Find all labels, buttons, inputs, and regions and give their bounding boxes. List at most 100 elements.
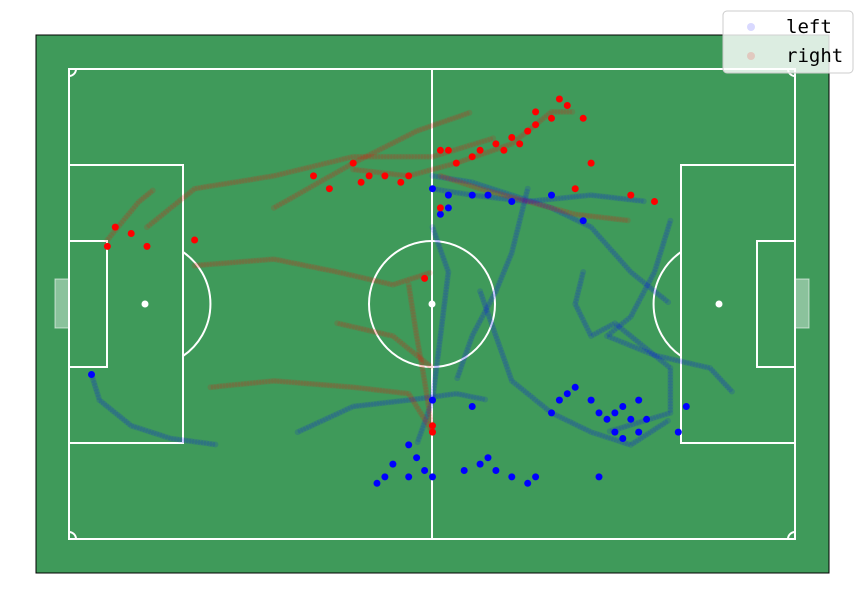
left-track-dot [618,321,625,328]
right-track-dot [300,380,307,387]
right-track-dot [381,144,388,151]
right-track-dot [405,153,412,160]
left-track-dot [443,286,450,293]
left-track-dot [518,197,525,204]
left-track-dot [653,414,659,421]
left-track-dot [429,172,436,179]
right-track-dot [218,181,224,188]
right-track-dot [545,204,552,211]
right-track-dot [401,342,408,349]
left-track-dot [652,425,659,432]
left-track-dot [435,186,442,193]
left-track-dot [542,203,549,210]
left-point [524,479,532,487]
right-track-dot [481,138,488,144]
right-track-dot [354,324,361,331]
right-track-dot [229,179,236,186]
right-track-dot [619,216,625,223]
right-track-dot [149,187,156,194]
left-track-dot [647,276,654,283]
left-track-dot [478,314,485,321]
left-track-dot [443,280,450,287]
left-track-dot [599,193,606,200]
left-track-dot [667,400,674,407]
left-track-dot [630,440,637,447]
left-track-dot [473,325,480,332]
right-track-dot [376,387,383,394]
left-track-2 [429,172,672,306]
right-track-dot [200,184,207,191]
left-track-dot [481,309,488,316]
left-track-dot [632,420,639,427]
left-track-dot [461,392,468,399]
right-track-dot [326,159,333,166]
left-track-dot [637,346,644,353]
right-track-dot [417,356,424,363]
left-track-dot [435,241,442,247]
left-point [444,204,452,212]
left-track-dot [572,301,579,307]
left-track-dot [658,246,665,253]
right-track-dot [209,261,216,268]
right-track-dot [486,148,493,155]
left-track-dot [553,412,560,419]
right-track-dot [240,380,247,387]
right-track-dot [413,330,420,336]
left-track-dot [624,441,631,447]
left-track-dot [191,438,198,445]
left-track-dot [701,363,708,370]
right-track-dot [356,153,363,160]
right-track-dot [508,140,515,147]
left-track-dot [431,382,438,389]
left-track-dot [311,421,318,428]
right-track-dot [132,203,139,210]
right-track-dot [424,124,431,131]
right-track-dot [416,127,423,134]
right-track-dot [420,168,427,175]
right-track-dot [566,108,573,115]
right-track-dot [194,262,201,269]
right-track-dot [203,183,210,190]
right-track-dot [407,293,414,300]
right-track-dot [607,215,614,222]
left-point [682,403,690,410]
left-track-dot [445,269,452,275]
right-track-dot [344,383,351,390]
left-track-dot [648,274,655,281]
right-point [532,108,540,116]
left-track-dot [503,263,510,270]
right-track-dot [262,174,269,181]
left-track-dot [585,192,592,199]
right-track-dot [406,284,413,291]
right-track-dot [426,408,433,414]
right-track-dot [554,206,561,213]
left-track-dot [600,237,606,244]
right-track-dot [423,392,430,399]
left-track-dot [197,439,204,446]
left-track-dot [463,178,470,185]
left-track-dot [402,397,409,404]
left-point [476,460,484,468]
right-track-dot [415,406,422,412]
right-track-dot [422,380,428,387]
right-track-dot [294,167,301,174]
right-point [191,236,199,244]
left-track-dot [638,292,645,299]
right-track-dot [259,257,266,264]
left-track-dot [436,338,443,345]
right-point [524,127,532,135]
right-track-dot [255,379,262,386]
right-track-dot [155,214,162,221]
left-track-dot [648,285,655,292]
right-track-dot [337,269,344,276]
left-track-dot [602,239,608,246]
right-track-dot [265,256,271,263]
right-track-dot [363,275,370,282]
left-track-dot [515,197,522,204]
right-track-dot [560,108,567,115]
left-track-dot [438,392,445,399]
left-track-dot [361,402,368,409]
right-track-dot [341,383,348,390]
left-track-dot [433,235,440,242]
left-track-dot [476,395,483,402]
